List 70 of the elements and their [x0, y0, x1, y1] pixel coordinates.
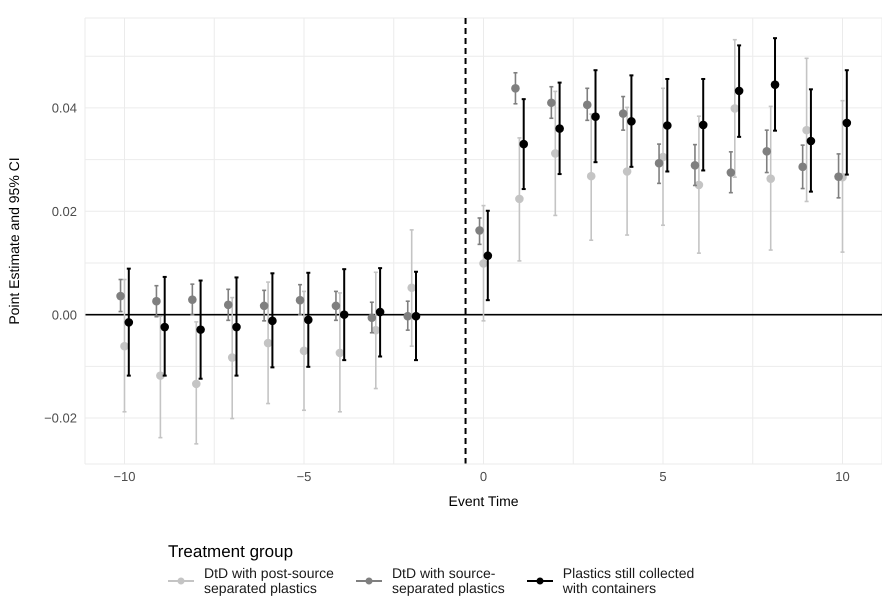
point — [515, 194, 524, 204]
y-tick-label: 0.02 — [52, 204, 77, 219]
point — [806, 136, 816, 146]
point — [511, 84, 520, 93]
point — [762, 147, 772, 156]
point — [192, 380, 201, 388]
point — [268, 316, 277, 326]
point — [582, 100, 592, 110]
point — [663, 121, 672, 130]
point — [586, 172, 596, 180]
y-tick-label: 0.00 — [52, 307, 77, 322]
point — [300, 346, 308, 356]
point — [376, 308, 384, 316]
point — [188, 295, 197, 304]
point — [332, 302, 340, 310]
point — [834, 172, 843, 181]
point — [407, 283, 416, 292]
legend-label: Plastics still collected with containers — [562, 565, 694, 596]
point — [224, 300, 233, 310]
point — [340, 310, 349, 319]
point — [484, 251, 492, 260]
point — [690, 160, 700, 170]
point — [766, 174, 776, 184]
point — [232, 322, 241, 332]
point — [842, 118, 852, 128]
point — [260, 302, 268, 310]
x-tick-label: −10 — [113, 469, 136, 484]
point — [734, 86, 744, 96]
point — [726, 168, 736, 177]
point — [654, 158, 664, 168]
y-axis-title: Point Estimate and 95% CI — [6, 157, 22, 325]
point — [196, 325, 205, 334]
point — [547, 98, 556, 108]
x-tick-label: 10 — [835, 469, 850, 484]
legend-label: DtD with source- separated plastics — [392, 565, 505, 596]
x-tick-label: −5 — [296, 469, 312, 484]
x-axis-title: Event Time — [448, 493, 519, 509]
point — [156, 371, 165, 380]
point — [591, 112, 600, 122]
point — [622, 167, 632, 176]
point — [124, 318, 134, 327]
point — [551, 149, 560, 158]
point — [618, 109, 628, 118]
point — [770, 80, 780, 89]
point — [296, 296, 304, 304]
legend-title: Treatment group — [168, 542, 294, 562]
y-tick-label: −0.02 — [44, 410, 77, 426]
legend-label: DtD with post-source separated plastics — [204, 565, 334, 596]
point — [698, 120, 708, 130]
point — [228, 353, 236, 362]
point — [627, 117, 636, 126]
point — [519, 140, 528, 148]
point — [368, 313, 376, 322]
x-tick-label: 0 — [480, 469, 488, 484]
point — [475, 226, 484, 235]
point — [412, 312, 420, 320]
point — [120, 342, 129, 350]
y-tick-label: 0.04 — [52, 100, 77, 116]
point — [264, 338, 272, 348]
point — [403, 312, 412, 320]
x-tick-label: 5 — [659, 469, 667, 484]
point — [152, 296, 161, 306]
point — [116, 292, 125, 300]
point — [798, 162, 807, 172]
point — [730, 104, 740, 113]
point — [802, 126, 811, 134]
point — [479, 259, 488, 268]
point — [304, 316, 313, 324]
point — [160, 322, 169, 332]
point — [555, 124, 564, 133]
